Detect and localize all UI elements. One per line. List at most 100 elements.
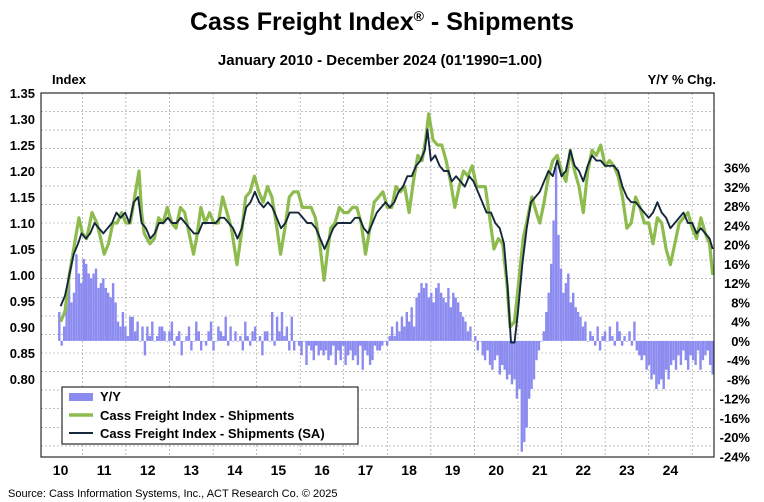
yoy-bar (471, 340, 475, 342)
yoy-bar (275, 316, 279, 341)
yoy-bar (200, 340, 203, 351)
yoy-bar (271, 312, 274, 341)
x-tick-label: 22 (576, 462, 592, 478)
yoy-bar (469, 326, 472, 341)
yoy-bar (148, 336, 151, 341)
yoy-bar (67, 283, 71, 341)
yoy-bar (324, 340, 328, 351)
yoy-bar (523, 340, 526, 443)
yoy-bar (190, 340, 193, 351)
yoy-bar (576, 312, 580, 341)
yoy-bar (630, 340, 634, 346)
yoy-bar (131, 316, 134, 341)
left-tick-label: 1.20 (10, 164, 35, 179)
yoy-bar (520, 340, 523, 452)
yoy-bar (302, 340, 306, 342)
yoy-bar (99, 283, 103, 341)
x-tick-label: 16 (314, 462, 330, 478)
yoy-bar (388, 336, 391, 341)
yoy-bar (310, 340, 313, 351)
yoy-bar (422, 287, 426, 341)
yoy-bar (625, 340, 629, 342)
yoy-bar (704, 340, 707, 356)
yoy-bar (613, 340, 616, 346)
yoy-bar (689, 340, 692, 356)
yoy-bars (58, 167, 714, 452)
yoy-bar (461, 316, 465, 341)
yoy-bar (94, 268, 98, 341)
yoy-bar (285, 326, 289, 341)
yoy-bar (185, 336, 188, 341)
yoy-bar (647, 340, 651, 365)
left-tick-label: 0.85 (10, 346, 35, 361)
yoy-bar (493, 340, 497, 361)
yoy-bar (273, 340, 276, 346)
yoy-bar (496, 340, 499, 356)
yoy-bar (165, 340, 169, 342)
yoy-bar (315, 340, 318, 346)
yoy-bar (224, 316, 227, 341)
yoy-bar (107, 292, 110, 341)
yoy-bar (327, 340, 330, 361)
chart-title: Cass Freight Index® - Shipments (190, 8, 574, 36)
yoy-bar (574, 307, 577, 341)
yoy-bar (253, 326, 257, 341)
x-tick-label: 11 (97, 462, 112, 478)
yoy-bar (263, 331, 267, 341)
yoy-bar (701, 340, 705, 361)
yoy-bar (381, 340, 384, 346)
yoy-bar (241, 340, 244, 351)
yoy-bar (569, 302, 572, 341)
yoy-bar (244, 321, 247, 341)
yoy-bar (111, 283, 115, 341)
yoy-bar (498, 340, 501, 375)
yoy-bar (222, 336, 225, 341)
yoy-bar (452, 292, 455, 341)
yoy-bar (508, 340, 511, 375)
yoy-bar (430, 292, 433, 341)
right-tick-label: 24% (724, 218, 750, 233)
yoy-bar (349, 340, 352, 351)
yoy-bar (295, 340, 298, 342)
yoy-bar (288, 340, 291, 351)
yoy-bar (178, 331, 181, 341)
yoy-bar (305, 340, 308, 365)
yoy-bar (679, 340, 683, 365)
yoy-bar (138, 340, 142, 342)
right-tick-label: -16% (720, 411, 751, 426)
yoy-bar (657, 340, 661, 385)
yoy-bar (601, 336, 604, 341)
yoy-bar (699, 340, 702, 370)
yoy-bar (202, 340, 205, 342)
yoy-bar (386, 340, 389, 346)
yoy-bar (261, 340, 264, 356)
yoy-bar (466, 331, 470, 341)
yoy-bar (383, 340, 386, 342)
yoy-bar (129, 316, 132, 341)
yoy-bar (439, 292, 443, 341)
yoy-bar (85, 263, 88, 341)
legend: Y/Y Cass Freight Index - Shipments Cass … (61, 386, 359, 445)
left-axis-ticks: 1.35 1.30 1.25 1.20 1.15 1.10 1.05 1.00 0.95 0.90… (10, 86, 35, 387)
yoy-bar (640, 340, 643, 361)
right-tick-label: 32% (724, 180, 750, 195)
yoy-bar (635, 340, 638, 351)
yoy-bar (312, 340, 315, 361)
x-tick-label: 14 (227, 462, 243, 478)
yoy-bar (408, 321, 411, 341)
right-tick-label: 20% (724, 238, 750, 253)
yoy-bar (542, 331, 545, 341)
yoy-bar (393, 336, 396, 341)
right-tick-label: 0% (731, 334, 750, 349)
yoy-bar (195, 321, 198, 341)
chart-title-registered-mark: ® (414, 8, 425, 24)
yoy-bar (170, 321, 174, 341)
yoy-bar (212, 340, 215, 351)
yoy-bar (437, 283, 440, 341)
left-tick-label: 1.35 (10, 86, 35, 101)
yoy-bar (89, 278, 93, 341)
yoy-bar (674, 340, 678, 370)
yoy-bar (415, 297, 418, 341)
yoy-bar (158, 326, 161, 341)
yoy-bar (378, 340, 382, 351)
